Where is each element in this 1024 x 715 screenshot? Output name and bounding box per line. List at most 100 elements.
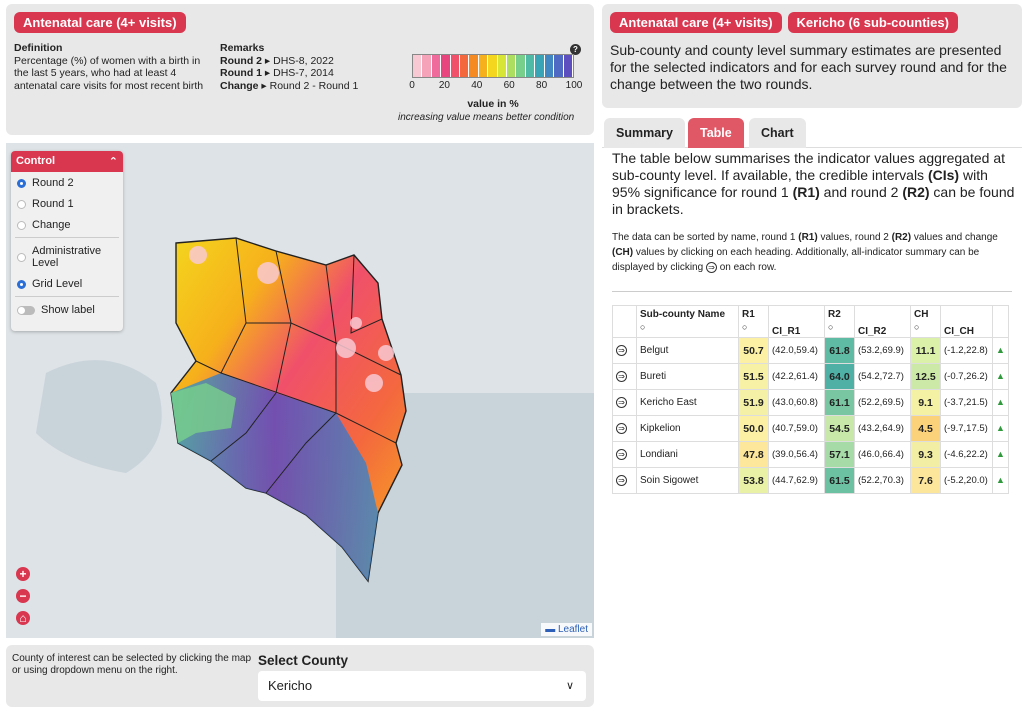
- option-grid-level[interactable]: Grid Level: [11, 273, 123, 294]
- ci-ch-value: (-1.2,22.8): [940, 337, 993, 364]
- table-row[interactable]: ⇒ Londiani 47.8 (39.0,56.4) 57.1 (46.0,66.4) 9…: [612, 441, 1009, 468]
- arrow-right-icon[interactable]: ⇒: [616, 397, 627, 408]
- row-summary-cell[interactable]: ⇒: [612, 363, 637, 390]
- table-intro-text: The table below summarises the indicator…: [612, 150, 1005, 183]
- chevron-down-icon[interactable]: ∨: [565, 680, 574, 692]
- table-row[interactable]: ⇒ Kipkelion 50.0 (40.7,59.0) 54.5 (43.2,64.9)…: [612, 415, 1009, 442]
- help-icon[interactable]: ?: [570, 44, 581, 55]
- r1-value: 53.8: [738, 467, 769, 494]
- arrow-right-icon[interactable]: ⇒: [616, 423, 627, 434]
- ci-r2-value: (54.2,72.7): [854, 363, 911, 390]
- subcounty-name: Bureti: [636, 363, 739, 390]
- radio-round2[interactable]: [17, 178, 26, 188]
- ch-value: 4.5: [910, 415, 941, 442]
- table-row[interactable]: ⇒ Kericho East 51.9 (43.0,60.8) 61.1 (52.2,69…: [612, 389, 1009, 416]
- sort-icon[interactable]: ○: [828, 322, 834, 332]
- arrow-right-icon[interactable]: ⇒: [616, 449, 627, 460]
- show-label-toggle[interactable]: [17, 305, 35, 315]
- tab-summary[interactable]: Summary: [604, 118, 685, 148]
- color-scale-swatch: [497, 55, 508, 77]
- definition-title: Definition: [14, 42, 63, 54]
- r1-value: 50.7: [738, 337, 769, 364]
- r2-value: 61.5: [824, 467, 855, 494]
- ch-value: 9.3: [910, 441, 941, 468]
- table-intro-r1: (R1): [792, 184, 820, 200]
- chevron-up-icon[interactable]: ⌃: [108, 156, 118, 168]
- row-summary-cell[interactable]: ⇒: [612, 337, 637, 364]
- zoom-out-button[interactable]: −: [16, 589, 30, 603]
- triangle-up-icon: ▲: [996, 345, 1005, 355]
- table-row[interactable]: ⇒ Bureti 51.5 (42.2,61.4) 64.0 (54.2,72.7) 12.…: [612, 363, 1009, 390]
- indicator-legend-panel: Antenatal care (4+ visits) Definition Pe…: [6, 4, 594, 135]
- ci-r2-value: (52.2,69.5): [854, 389, 911, 416]
- control-header[interactable]: Control ⌃: [11, 151, 123, 172]
- county-select[interactable]: Kericho ∨: [258, 671, 586, 701]
- r1-value: 51.9: [738, 389, 769, 416]
- header-name[interactable]: Sub-county Name ○: [636, 305, 739, 338]
- map-view[interactable]: Control ⌃ Round 2 Round 1 Change Adminis…: [6, 143, 594, 638]
- option-change[interactable]: Change: [11, 214, 123, 235]
- color-scale-tick: 0: [409, 80, 415, 91]
- table-body: ⇒ Belgut 50.7 (42.0,59.4) 61.8 (53.2,69.9) 11.…: [612, 337, 1009, 494]
- header-ch[interactable]: CH ○: [910, 305, 941, 338]
- ci-r1-value: (39.0,56.4): [768, 441, 825, 468]
- arrow-right-icon[interactable]: ⇒: [616, 345, 627, 356]
- row-summary-cell[interactable]: ⇒: [612, 389, 637, 416]
- ci-r1-value: (44.7,62.9): [768, 467, 825, 494]
- trend-cell: ▲: [992, 337, 1009, 364]
- ci-r1-value: (42.2,61.4): [768, 363, 825, 390]
- attribution-link[interactable]: Leaflet: [557, 624, 588, 635]
- header-ci-r1: CI_R1: [768, 305, 825, 338]
- table-row[interactable]: ⇒ Belgut 50.7 (42.0,59.4) 61.8 (53.2,69.9) 11.…: [612, 337, 1009, 364]
- row-summary-cell[interactable]: ⇒: [612, 415, 637, 442]
- table-intro-text: can be found in brackets.: [612, 184, 1015, 217]
- radio-admin-level[interactable]: [17, 252, 26, 262]
- option-show-label[interactable]: Show label: [11, 299, 123, 320]
- row-summary-cell[interactable]: ⇒: [612, 441, 637, 468]
- ci-r1-value: (42.0,59.4): [768, 337, 825, 364]
- r2-value: 64.0: [824, 363, 855, 390]
- ci-ch-value: (-3.7,21.5): [940, 389, 993, 416]
- table-intro-r2: (R2): [902, 184, 930, 200]
- color-scale-swatch: [450, 55, 461, 77]
- triangle-up-icon: ▲: [996, 449, 1005, 459]
- sort-icon[interactable]: ○: [742, 322, 748, 332]
- view-tabs: Summary Table Chart: [602, 118, 1022, 148]
- option-admin-level[interactable]: Administrative Level: [11, 240, 123, 273]
- radio-change[interactable]: [17, 220, 26, 230]
- layer-control-panel: Control ⌃ Round 2 Round 1 Change Adminis…: [11, 151, 123, 331]
- round2-value: DHS-8, 2022: [273, 54, 334, 67]
- option-round1-label: Round 1: [32, 198, 74, 210]
- zoom-in-button[interactable]: +: [16, 567, 30, 581]
- table-intro: The table below summarises the indicator…: [612, 150, 1016, 218]
- tab-chart[interactable]: Chart: [749, 118, 806, 148]
- option-round1[interactable]: Round 1: [11, 193, 123, 214]
- select-county-label: Select County: [258, 653, 349, 668]
- r1-value: 50.0: [738, 415, 769, 442]
- arrow-right-icon[interactable]: ⇒: [616, 475, 627, 486]
- sort-icon[interactable]: ○: [640, 322, 646, 332]
- radio-round1[interactable]: [17, 199, 26, 209]
- color-scale-swatch: [431, 55, 442, 77]
- sort-icon[interactable]: ○: [914, 322, 920, 332]
- arrow-right-icon[interactable]: ⇒: [616, 371, 627, 382]
- triangle-up-icon: ▲: [996, 371, 1005, 381]
- option-admin-level-label: Administrative Level: [32, 245, 102, 269]
- header-icon-col: [612, 305, 637, 338]
- row-summary-cell[interactable]: ⇒: [612, 467, 637, 494]
- leaflet-attribution[interactable]: ▬ Leaflet: [541, 623, 592, 636]
- header-r1[interactable]: R1 ○: [738, 305, 769, 338]
- color-scale-swatch: [507, 55, 517, 77]
- color-scale-ticks: 0 20 40 60 80 100: [409, 80, 582, 94]
- radio-grid-level[interactable]: [17, 279, 26, 289]
- kericho-region[interactable]: [171, 383, 236, 443]
- table-row[interactable]: ⇒ Soin Sigowet 53.8 (44.7,62.9) 61.5 (52.2,70…: [612, 467, 1009, 494]
- map-canvas[interactable]: [6, 143, 594, 638]
- option-round2[interactable]: Round 2: [11, 172, 123, 193]
- r2-value: 61.8: [824, 337, 855, 364]
- home-icon[interactable]: ⌂: [16, 611, 30, 625]
- subcounty-name: Kericho East: [636, 389, 739, 416]
- header-r2[interactable]: R2 ○: [824, 305, 855, 338]
- tab-table[interactable]: Table: [688, 118, 744, 148]
- header-ci-r2: CI_R2: [854, 305, 911, 338]
